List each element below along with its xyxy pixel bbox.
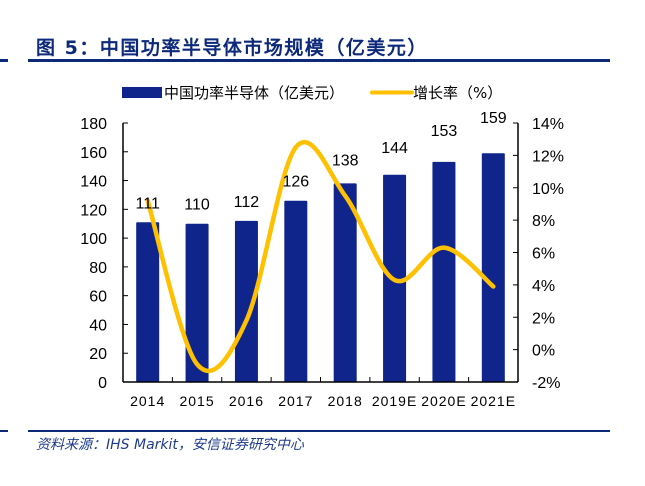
- data-label-2019E: 144: [381, 140, 408, 157]
- title-rule: [28, 59, 610, 62]
- y-left-tick-label: 120: [80, 202, 107, 219]
- x-tick-label: 2021E: [471, 393, 516, 409]
- y-left-tick-label: 40: [89, 317, 107, 334]
- y-right-tick-label: 4%: [532, 278, 555, 295]
- legend: 中国功率半导体（亿美元） 增长率（%）: [122, 84, 502, 102]
- bar-2018: [333, 183, 357, 382]
- legend-label-line: 增长率（%）: [413, 84, 502, 102]
- y-left-tick-label: 100: [80, 231, 107, 248]
- data-label-2020E: 153: [431, 123, 458, 140]
- y-left-tick-label: 20: [89, 346, 107, 363]
- x-tick-label: 2017: [278, 393, 313, 409]
- data-label-2016: 112: [234, 194, 260, 211]
- y-left-tick-label: 180: [80, 116, 107, 133]
- legend-swatch-bar: [122, 87, 162, 98]
- footer-rule-left: [0, 430, 8, 432]
- x-tick-label: 2016: [229, 393, 264, 409]
- bar-2021E: [481, 153, 505, 382]
- y-right-tick-label: 6%: [532, 246, 555, 263]
- footer-rule: [28, 430, 610, 432]
- x-tick-label: 2018: [328, 393, 363, 409]
- y-right-tick-label: 2%: [532, 310, 555, 327]
- y-right-tick-label: 14%: [532, 116, 564, 133]
- y-right-tick-label: 0%: [532, 343, 555, 360]
- x-tick-label: 2019E: [372, 393, 417, 409]
- y-left-tick-label: 80: [89, 260, 107, 277]
- x-tick-label: 2020E: [421, 393, 466, 409]
- data-label-2014: 111: [136, 195, 160, 212]
- bar-2014: [136, 222, 160, 382]
- x-tick-label: 2014: [130, 393, 165, 409]
- title-rule-left: [0, 59, 8, 62]
- bar-2016: [234, 220, 258, 382]
- legend-label-bar: 中国功率半导体（亿美元）: [164, 84, 344, 102]
- y-right-tick-label: 10%: [532, 181, 564, 198]
- x-tick-label: 2015: [179, 393, 214, 409]
- y-right-tick-label: 12%: [532, 148, 564, 165]
- bar-2017: [284, 200, 308, 382]
- y-left-tick-label: 160: [80, 145, 107, 162]
- y-right-tick-label: -2%: [532, 375, 560, 392]
- bar-2015: [185, 223, 209, 382]
- y-right-tick-label: 8%: [532, 213, 555, 230]
- data-label-2018: 138: [332, 152, 359, 169]
- source-note: 资料来源：IHS Markit，安信证券研究中心: [36, 437, 304, 453]
- y-left-tick-label: 0: [98, 375, 107, 392]
- data-label-2017: 126: [282, 174, 309, 191]
- bar-2020E: [432, 161, 456, 382]
- data-label-2015: 110: [184, 197, 210, 214]
- data-label-2021E: 159: [480, 110, 507, 127]
- y-left-tick-label: 60: [89, 289, 107, 306]
- figure-title: 图 5：中国功率半导体市场规模（亿美元）: [36, 37, 428, 59]
- y-left-tick-label: 140: [80, 174, 107, 191]
